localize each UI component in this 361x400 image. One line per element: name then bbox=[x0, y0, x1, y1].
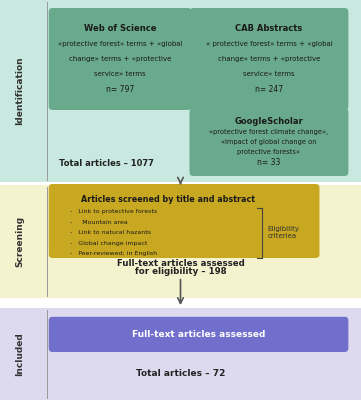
FancyBboxPatch shape bbox=[49, 317, 348, 352]
Text: «protective forest climate change»,: «protective forest climate change», bbox=[209, 129, 329, 134]
Text: Included: Included bbox=[16, 332, 24, 376]
Text: Full-text articles assessed: Full-text articles assessed bbox=[132, 330, 265, 339]
FancyBboxPatch shape bbox=[49, 184, 319, 258]
Text: -   Link to protective forests: - Link to protective forests bbox=[70, 210, 157, 214]
Text: Full-text articles assessed: Full-text articles assessed bbox=[117, 259, 244, 268]
FancyBboxPatch shape bbox=[0, 185, 361, 298]
Text: «protective forest» terms + «global: «protective forest» terms + «global bbox=[58, 41, 182, 47]
FancyBboxPatch shape bbox=[190, 108, 348, 176]
Text: -     Mountain area: - Mountain area bbox=[70, 220, 128, 225]
Text: n= 247: n= 247 bbox=[255, 85, 283, 94]
Text: n= 33: n= 33 bbox=[257, 158, 280, 167]
Text: CAB Abstracts: CAB Abstracts bbox=[235, 24, 303, 33]
Text: Total articles – 1077: Total articles – 1077 bbox=[59, 159, 154, 168]
Text: change» terms + «protective: change» terms + «protective bbox=[69, 56, 171, 62]
Text: Total articles – 72: Total articles – 72 bbox=[136, 370, 225, 378]
Text: Identification: Identification bbox=[16, 57, 24, 125]
FancyBboxPatch shape bbox=[49, 8, 191, 110]
FancyBboxPatch shape bbox=[190, 8, 348, 110]
Text: Web of Science: Web of Science bbox=[84, 24, 156, 33]
FancyBboxPatch shape bbox=[0, 0, 361, 182]
Text: Screening: Screening bbox=[16, 216, 24, 267]
Text: -   Global change impact: - Global change impact bbox=[70, 241, 148, 246]
Text: change» terms + «protective: change» terms + «protective bbox=[218, 56, 320, 62]
Text: service» terms: service» terms bbox=[94, 71, 146, 77]
Text: -   Link to natural hazards: - Link to natural hazards bbox=[70, 230, 151, 235]
Text: n= 797: n= 797 bbox=[106, 85, 134, 94]
Text: Articles screened by title and abstract: Articles screened by title and abstract bbox=[81, 195, 255, 204]
Text: «impact of global change on: «impact of global change on bbox=[221, 139, 317, 145]
Text: -   Peer-reviewed; in English: - Peer-reviewed; in English bbox=[70, 251, 157, 256]
Text: « protective forest» terms + «global: « protective forest» terms + «global bbox=[205, 41, 332, 47]
Text: service» terms: service» terms bbox=[243, 71, 295, 77]
Text: Eligibility
criteriea: Eligibility criteriea bbox=[268, 226, 299, 239]
Text: protective forests»: protective forests» bbox=[238, 150, 300, 155]
Text: GoogleScholar: GoogleScholar bbox=[235, 117, 303, 126]
FancyBboxPatch shape bbox=[0, 308, 361, 400]
Text: for eligibility – 198: for eligibility – 198 bbox=[135, 267, 226, 276]
